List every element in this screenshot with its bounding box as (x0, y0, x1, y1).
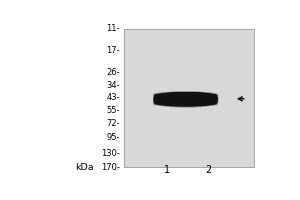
Text: 170-: 170- (101, 163, 120, 172)
Text: 17-: 17- (106, 46, 120, 55)
Text: kDa: kDa (75, 163, 93, 172)
Text: 11-: 11- (106, 24, 120, 33)
Text: 95-: 95- (106, 133, 120, 142)
Bar (124, 29, 254, 167)
Text: 2: 2 (205, 165, 212, 175)
Text: 1: 1 (164, 165, 169, 175)
Text: 72-: 72- (106, 119, 120, 128)
Text: 26-: 26- (106, 68, 120, 77)
Text: 43-: 43- (106, 93, 120, 102)
Text: 130-: 130- (101, 149, 120, 158)
Text: 34-: 34- (106, 81, 120, 90)
Text: 55-: 55- (106, 106, 120, 115)
